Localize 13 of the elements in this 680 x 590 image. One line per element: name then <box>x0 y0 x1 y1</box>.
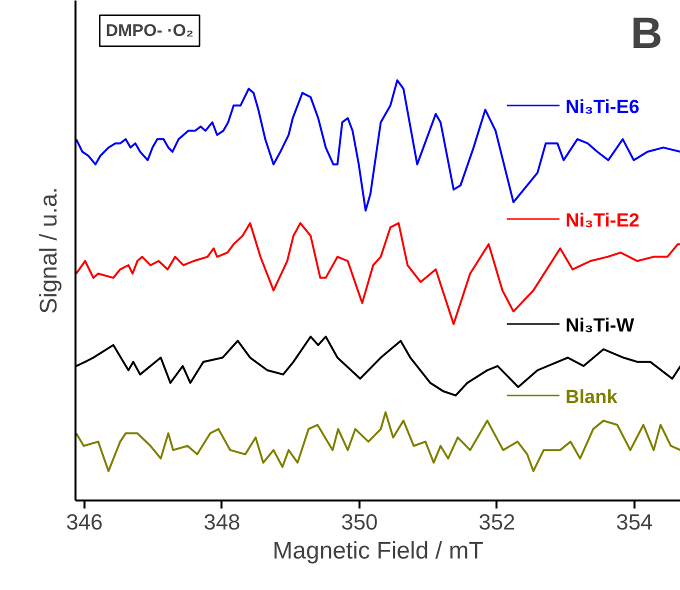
text: B <box>630 8 662 58</box>
x-tick-label: 346 <box>66 510 103 534</box>
y-axis-title: Signal / u.a. <box>36 187 62 314</box>
legend-label: Blank <box>566 387 618 408</box>
x-tick-label: 350 <box>341 510 378 534</box>
x-tick-label: 354 <box>616 510 653 534</box>
text: DMPO- ·O₂ <box>106 21 194 40</box>
x-axis-title: Magnetic Field / mT <box>272 538 484 564</box>
legend-label: Ni₃Ti-E2 <box>566 210 640 232</box>
x-tick-label: 352 <box>478 510 516 534</box>
legend-label: Ni₃Ti-E6 <box>566 97 640 118</box>
x-tick-label: 348 <box>204 510 240 534</box>
legend-label: Ni₃Ti-W <box>566 316 634 337</box>
